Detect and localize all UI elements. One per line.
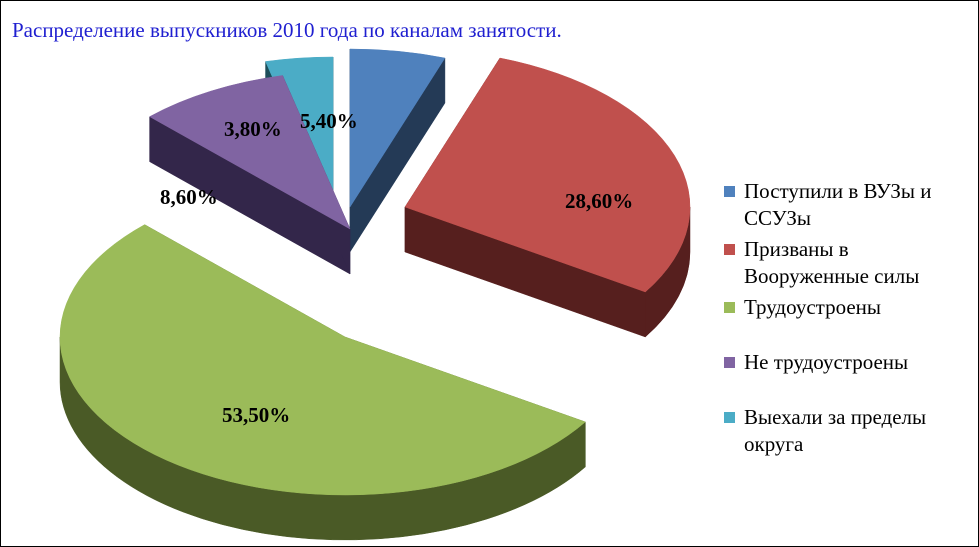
legend-label-moved-away: Выехали за пределы округа xyxy=(744,405,927,456)
data-label-employed: 53,50% xyxy=(222,403,290,427)
legend-swatch-unemployed xyxy=(724,357,735,368)
legend-item-universities: Поступили в ВУЗы и ССУЗы xyxy=(724,178,974,232)
legend-label-employed: Трудоустроены xyxy=(744,295,881,319)
legend-label-universities: Поступили в ВУЗы и ССУЗы xyxy=(744,179,932,230)
legend-item-army: Призваны в Вооруженные силы xyxy=(724,236,974,290)
legend-swatch-moved-away xyxy=(724,412,735,423)
legend-item-moved-away: Выехали за пределы округа xyxy=(724,404,974,458)
legend: Поступили в ВУЗы и ССУЗы Призваны в Воор… xyxy=(724,178,974,458)
slice-unemployed xyxy=(149,75,351,275)
legend-item-employed: Трудоустроены xyxy=(724,294,974,321)
slice-employed xyxy=(59,224,586,541)
legend-label-unemployed: Не трудоустроены xyxy=(744,350,909,374)
data-label-army: 28,60% xyxy=(565,189,633,213)
legend-label-army: Призваны в Вооруженные силы xyxy=(744,237,920,288)
legend-item-unemployed: Не трудоустроены xyxy=(724,349,974,376)
data-label-unemployed: 8,60% xyxy=(160,185,218,209)
slice-army xyxy=(404,57,691,338)
legend-swatch-universities xyxy=(724,186,735,197)
data-label-universities: 5,40% xyxy=(300,109,358,133)
chart-title: Распределение выпускников 2010 года по к… xyxy=(12,18,562,42)
legend-swatch-employed xyxy=(724,302,735,313)
data-label-moved-away: 3,80% xyxy=(224,117,282,141)
legend-swatch-army xyxy=(724,244,735,255)
